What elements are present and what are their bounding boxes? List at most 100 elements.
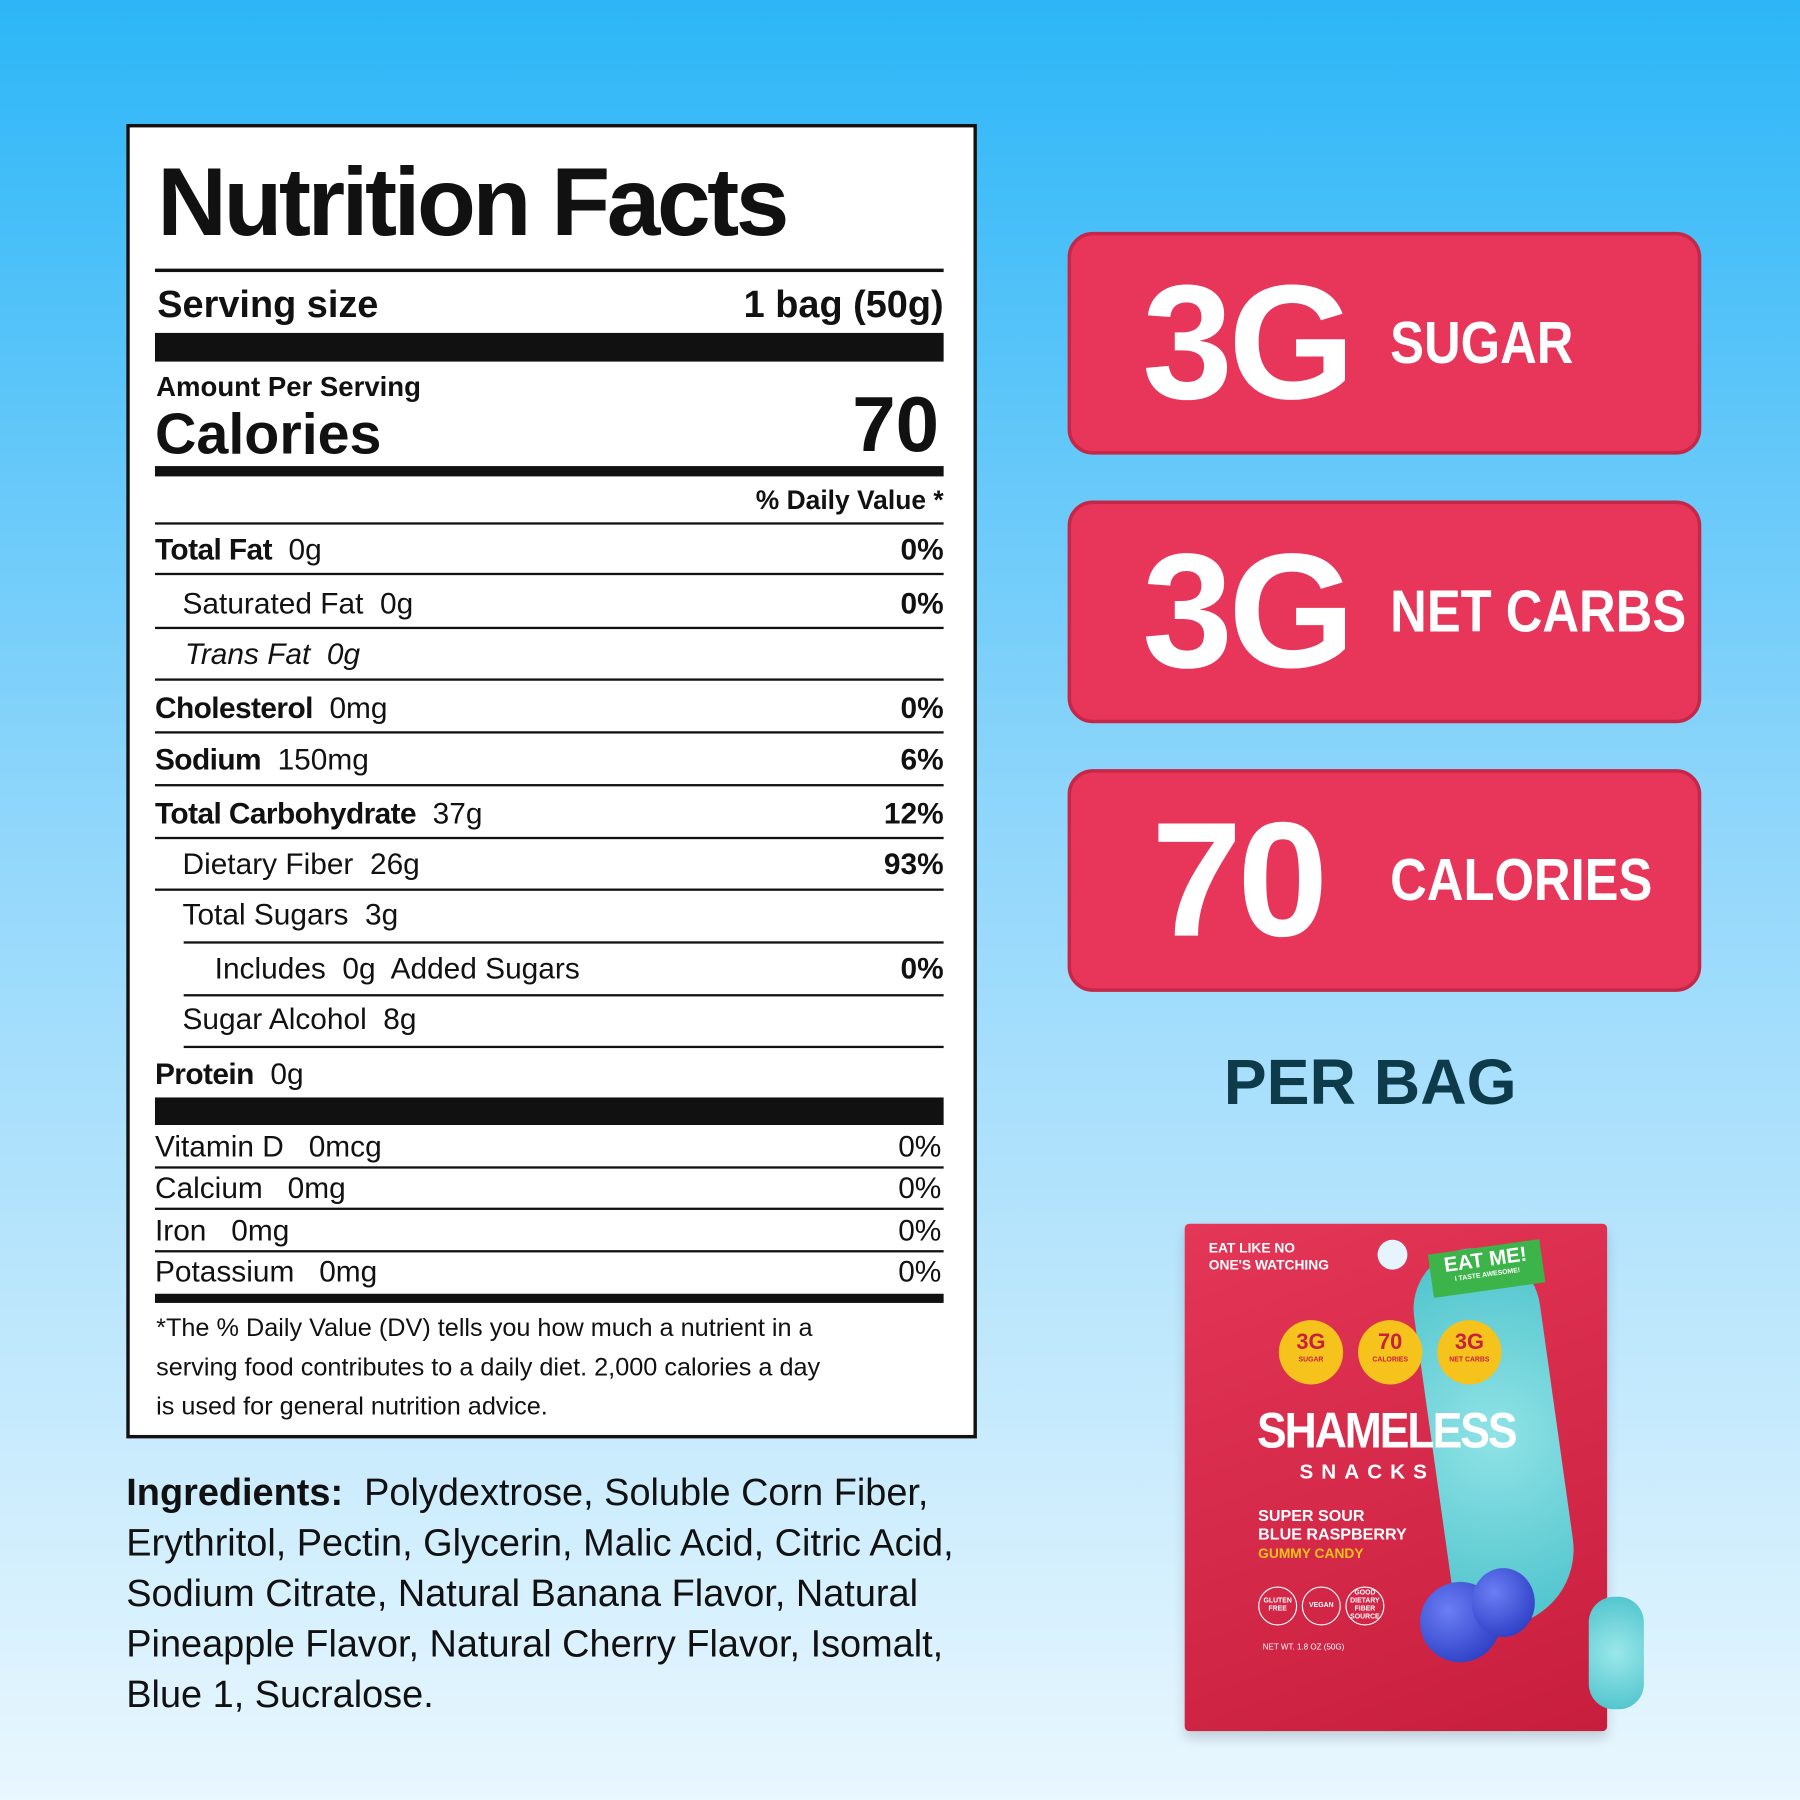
- footnote-line: *The % Daily Value (DV) tells you how mu…: [156, 1313, 813, 1342]
- flavor: SUPER SOUR: [1258, 1506, 1365, 1525]
- nutrient-row: Saturated Fat 0g: [183, 586, 414, 622]
- highlight-value: 70: [1151, 788, 1328, 972]
- nutrient-dv: 0%: [900, 690, 944, 725]
- rule: [183, 1045, 944, 1049]
- net-weight: NET WT. 1.8 OZ (50G): [1262, 1643, 1345, 1652]
- highlight-value: 3G: [1142, 251, 1355, 434]
- badge-label: CALORIES: [1372, 1356, 1408, 1364]
- kind: GUMMY CANDY: [1258, 1545, 1364, 1562]
- vitamin-amount: 0mg: [287, 1170, 346, 1205]
- ingredients: Ingredients: Polydextrose, Soluble Corn …: [126, 1467, 981, 1720]
- vitamin-name: Potassium: [154, 1254, 295, 1289]
- footnote-line: serving food contributes to a daily diet…: [156, 1352, 821, 1381]
- rule: [154, 678, 944, 681]
- nutrient-row: Dietary Fiber 26g: [183, 847, 420, 883]
- serving-size: 1 bag (50g): [743, 282, 944, 325]
- nutrient-amount: 0g: [326, 636, 361, 671]
- nutrient-amount: 0g: [379, 586, 414, 621]
- tagline: EAT LIKE NO: [1208, 1239, 1296, 1256]
- claim: GOOD DIETARY FIBER SOURCE: [1345, 1586, 1385, 1626]
- vitamin-dv: 0%: [898, 1129, 942, 1164]
- flavor: BLUE RASPBERRY: [1258, 1524, 1407, 1543]
- daily-value-header: % Daily Value *: [755, 485, 944, 515]
- badge-label: NET CARBS: [1449, 1356, 1490, 1364]
- rule: [154, 626, 944, 630]
- rule: [183, 941, 944, 944]
- nutrient-name: Added Sugars: [390, 951, 580, 986]
- vitamin-dv: 0%: [898, 1254, 942, 1289]
- nutrient-name: Saturated Fat: [182, 586, 364, 621]
- thick-rule: [154, 332, 944, 362]
- vitamin-row: Vitamin D 0mcg: [155, 1129, 382, 1165]
- badge-value: 3G: [1296, 1330, 1326, 1355]
- vitamin-row: Potassium 0mg: [155, 1254, 377, 1290]
- nutrient-dv: 0%: [900, 951, 944, 986]
- nutrient-dv: 93%: [883, 846, 944, 882]
- badge-label: SUGAR: [1298, 1356, 1324, 1364]
- package: EAT LIKE NO ONE'S WATCHING EAT ME! I TAS…: [1184, 1223, 1644, 1732]
- nutrient-amount: 0g: [270, 1056, 304, 1092]
- rule: [154, 731, 944, 734]
- vitamin-dv: 0%: [898, 1212, 942, 1248]
- package-badge: 3G NET CARBS: [1437, 1320, 1502, 1385]
- nutrient-amount: 0mg: [329, 690, 388, 725]
- amount-per-serving: Amount Per Serving: [156, 371, 421, 403]
- highlight-label: NET CARBS: [1390, 578, 1687, 646]
- nutrient-amount: 0g: [288, 532, 322, 567]
- vitamin-dv: 0%: [898, 1170, 942, 1205]
- nutrient-amount: 3g: [365, 897, 399, 932]
- badge-value: 70: [1378, 1330, 1403, 1355]
- nutrient-amount: 8g: [383, 1001, 417, 1037]
- vitamin-amount: 0mg: [231, 1212, 290, 1248]
- nutrient-dv: 0%: [900, 532, 944, 567]
- rule: [154, 572, 944, 576]
- nutrient-row: Sugar Alcohol 8g: [183, 1002, 417, 1038]
- nutrient-amount: 26g: [369, 846, 420, 882]
- nutrient-prefix: Includes: [214, 951, 326, 986]
- nutrient-row: Protein 0g: [155, 1057, 304, 1093]
- rule: [154, 1250, 944, 1252]
- calories-label: Calories: [154, 401, 382, 467]
- nutrient-name: Cholesterol: [154, 690, 313, 725]
- claim: GLUTEN FREE: [1258, 1586, 1298, 1626]
- rule: [154, 784, 944, 787]
- per-bag: PER BAG: [1223, 1045, 1517, 1118]
- vitamin-amount: 0mcg: [308, 1129, 382, 1164]
- nutrient-amount: 0g: [342, 951, 376, 986]
- ingredients-label: Ingredients:: [126, 1470, 344, 1514]
- nutrient-row: Trans Fat 0g: [185, 637, 360, 673]
- nutrient-name: Total Fat: [154, 532, 273, 567]
- nutrient-dv: 6%: [900, 742, 944, 777]
- footnote-line: is used for general nutrition advice.: [156, 1391, 548, 1421]
- package-badge: 3G SUGAR: [1278, 1320, 1344, 1385]
- ingredients-text: Polydextrose, Soluble Corn Fiber, Erythr…: [126, 1470, 954, 1716]
- gummy-bear: [1588, 1596, 1644, 1710]
- highlight-box: 3G SUGAR: [1067, 231, 1702, 455]
- nutrient-row: Cholesterol 0mg: [155, 690, 388, 726]
- nutrient-row: Total Sugars 3g: [183, 897, 399, 933]
- nutrient-name: Trans Fat: [184, 636, 311, 671]
- berry: [1471, 1568, 1535, 1637]
- nutrient-name: Sodium: [154, 742, 262, 777]
- thick-rule: [154, 1293, 944, 1303]
- rule: [154, 836, 944, 840]
- calories: 70: [852, 381, 940, 469]
- brand: SHAMELESS: [1257, 1402, 1517, 1460]
- package-badge: 70 CALORIES: [1358, 1320, 1423, 1385]
- label-title: Nutrition Facts: [157, 147, 789, 256]
- highlight-label: SUGAR: [1390, 309, 1574, 377]
- highlight-box: 70 CALORIES: [1067, 769, 1702, 992]
- rule: [154, 268, 944, 273]
- nutrient-name: Protein: [154, 1056, 254, 1092]
- vitamin-row: Iron 0mg: [155, 1213, 289, 1249]
- brand-sub: SNACKS: [1299, 1460, 1435, 1484]
- highlight-label: CALORIES: [1390, 847, 1653, 914]
- rule: [154, 888, 944, 891]
- nutrient-name: Total Carbohydrate: [154, 796, 417, 831]
- vitamin-name: Iron: [154, 1212, 207, 1248]
- claim: VEGAN: [1301, 1586, 1341, 1626]
- rule: [183, 994, 944, 997]
- nutrient-amount: 37g: [432, 796, 483, 831]
